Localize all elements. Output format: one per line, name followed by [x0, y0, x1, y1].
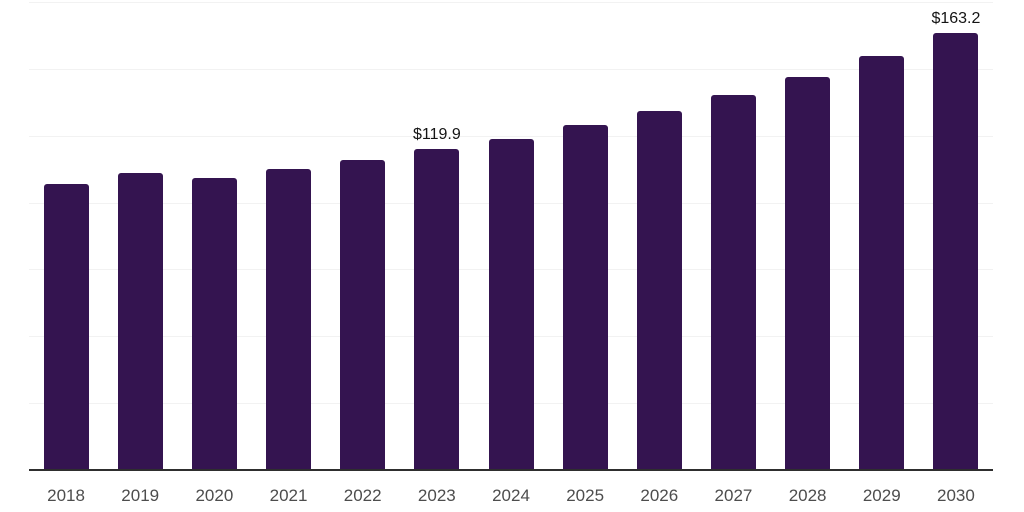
x-tick-label-2029: 2029	[862, 486, 901, 505]
x-tick-label-2026: 2026	[640, 486, 679, 505]
bar-2028	[785, 76, 831, 470]
bar-2021	[266, 169, 312, 470]
x-tick-label-2018: 2018	[47, 486, 85, 505]
x-tick-label-2021: 2021	[269, 486, 308, 505]
gridline	[29, 1, 993, 3]
bar-2019	[117, 173, 163, 470]
x-axis-line	[29, 469, 993, 471]
bar-2026	[636, 110, 682, 470]
x-tick-label-2019: 2019	[121, 486, 160, 505]
gridline	[29, 68, 993, 70]
bar-2029	[859, 56, 905, 470]
bar-2022	[340, 160, 386, 470]
bar-value-label-2030: $163.2	[931, 10, 981, 28]
x-tick-label-2020: 2020	[195, 486, 234, 505]
bar-2020	[191, 177, 237, 470]
x-tick-label-2023: 2023	[417, 486, 456, 505]
x-tick-label-2022: 2022	[343, 486, 382, 505]
bar-2025	[562, 125, 608, 470]
bar-value-label-2023: $119.9	[412, 126, 461, 144]
bar-2023	[414, 149, 460, 470]
bar-2030	[933, 33, 979, 470]
bar-2024	[488, 138, 534, 470]
x-tick-label-2024: 2024	[492, 486, 530, 505]
bar-2018	[43, 183, 89, 470]
x-tick-label-2025: 2025	[566, 486, 605, 505]
x-tick-label-2028: 2028	[788, 486, 827, 505]
gridline	[29, 135, 993, 137]
x-tick-label-2030: 2030	[937, 486, 975, 505]
bar-2027	[710, 94, 756, 470]
x-tick-label-2027: 2027	[714, 486, 753, 505]
